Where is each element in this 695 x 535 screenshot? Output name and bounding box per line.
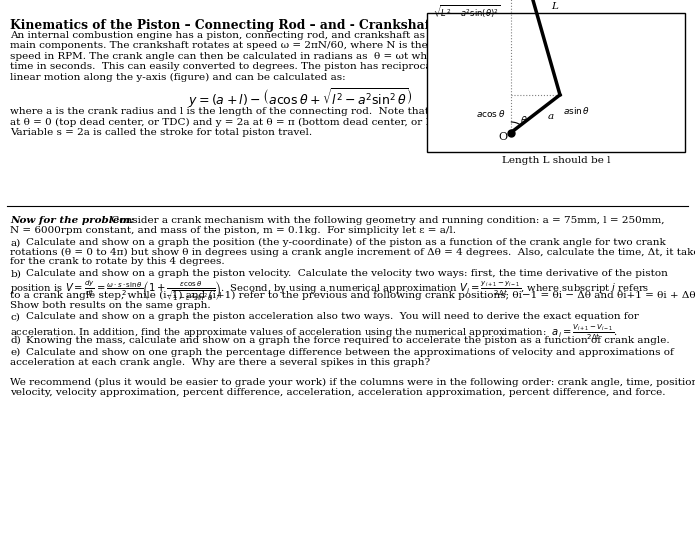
Text: a: a	[548, 112, 554, 121]
Text: O: O	[498, 132, 507, 142]
Text: for the crank to rotate by this 4 degrees.: for the crank to rotate by this 4 degree…	[10, 257, 225, 266]
Text: a): a)	[10, 238, 21, 247]
Text: linear motion along the y-axis (figure) and can be calculated as:: linear motion along the y-axis (figure) …	[10, 73, 346, 82]
Text: e): e)	[10, 348, 21, 357]
Text: velocity, velocity approximation, percent difference, acceleration, acceleration: velocity, velocity approximation, percen…	[10, 388, 666, 398]
Text: main components. The crankshaft rotates at speed ω = 2πN/60, where N is the engi: main components. The crankshaft rotates …	[10, 42, 467, 50]
Text: $\theta$: $\theta$	[520, 114, 528, 126]
Text: Kinematics of the Piston – Connecting Rod – and - Crankshaft: Kinematics of the Piston – Connecting Ro…	[10, 19, 436, 32]
Text: Knowing the mass, calculate and show on a graph the force required to accelerate: Knowing the mass, calculate and show on …	[26, 336, 670, 345]
Text: Now for the problem:: Now for the problem:	[10, 216, 135, 225]
Text: b): b)	[10, 269, 22, 278]
Text: d): d)	[10, 336, 21, 345]
Text: acceleration at each crank angle.  Why are there a several spikes in this graph?: acceleration at each crank angle. Why ar…	[10, 358, 430, 367]
Text: $a\sin\theta$: $a\sin\theta$	[564, 105, 591, 116]
Text: $a\cos\theta$: $a\cos\theta$	[476, 108, 505, 119]
Text: Calculate and show on a graph the piston acceleration also two ways.  You will n: Calculate and show on a graph the piston…	[26, 312, 639, 322]
Text: acceleration. In addition, find the approximate values of acceleration using the: acceleration. In addition, find the appr…	[10, 323, 618, 342]
Text: at θ = 0 (top dead center, or TDC) and y = 2a at θ = π (bottom dead center, or B: at θ = 0 (top dead center, or TDC) and y…	[10, 117, 457, 127]
Text: Consider a crank mechanism with the following geometry and running condition: a : Consider a crank mechanism with the foll…	[108, 216, 664, 225]
Text: Length L should be l: Length L should be l	[502, 156, 610, 165]
Text: $\sqrt{L^2 - a^2\sin(\theta)^2}$: $\sqrt{L^2 - a^2\sin(\theta)^2}$	[433, 4, 500, 21]
Text: c): c)	[10, 312, 20, 322]
Text: Variable s = 2a is called the stroke for total piston travel.: Variable s = 2a is called the stroke for…	[10, 128, 313, 137]
Text: Show both results on the same graph.: Show both results on the same graph.	[10, 301, 211, 310]
Text: N = 6000rpm constant, and mass of the piston, m = 0.1kg.  For simplicity let ε =: N = 6000rpm constant, and mass of the pi…	[10, 226, 457, 235]
Text: speed in RPM. The crank angle can then be calculated in radians as  θ = ωt where: speed in RPM. The crank angle can then b…	[10, 52, 464, 61]
Text: to a crank angle step, while (i–1) and (i+1) refer to the previous and following: to a crank angle step, while (i–1) and (…	[10, 291, 695, 300]
Text: rotations (θ = 0 to 4π) but show θ in degrees using a crank angle increment of Δ: rotations (θ = 0 to 4π) but show θ in de…	[10, 248, 695, 257]
Text: where a is the crank radius and l is the length of the connecting rod.  Note tha: where a is the crank radius and l is the…	[10, 107, 460, 116]
Text: Calculate and show on one graph the percentage difference between the approximat: Calculate and show on one graph the perc…	[26, 348, 674, 357]
Text: time in seconds.  This can easily converted to degrees. The piston has reciproca: time in seconds. This can easily convert…	[10, 63, 435, 71]
Bar	[427, 13, 685, 152]
Text: L: L	[550, 2, 557, 11]
Text: Calculate and show on a graph the position (the y-coordinate) of the piston as a: Calculate and show on a graph the positi…	[26, 238, 667, 247]
Text: We recommend (plus it would be easier to grade your work) if the columns were in: We recommend (plus it would be easier to…	[10, 378, 695, 387]
Text: position is $V = \frac{dy}{dt} = \frac{\omega \cdot s \cdot \sin\theta}{2}\left(: position is $V = \frac{dy}{dt} = \frac{\…	[10, 279, 650, 303]
Text: Calculate and show on a graph the piston velocity.  Calculate the velocity two w: Calculate and show on a graph the piston…	[26, 269, 669, 278]
Text: An internal combustion engine has a piston, connecting rod, and crankshaft as it: An internal combustion engine has a pist…	[10, 31, 441, 40]
Text: $y = (a + l) - \left(a\cos\theta + \sqrt{l^2 - a^2\sin^2\theta}\right)$: $y = (a + l) - \left(a\cos\theta + \sqrt…	[188, 87, 412, 110]
